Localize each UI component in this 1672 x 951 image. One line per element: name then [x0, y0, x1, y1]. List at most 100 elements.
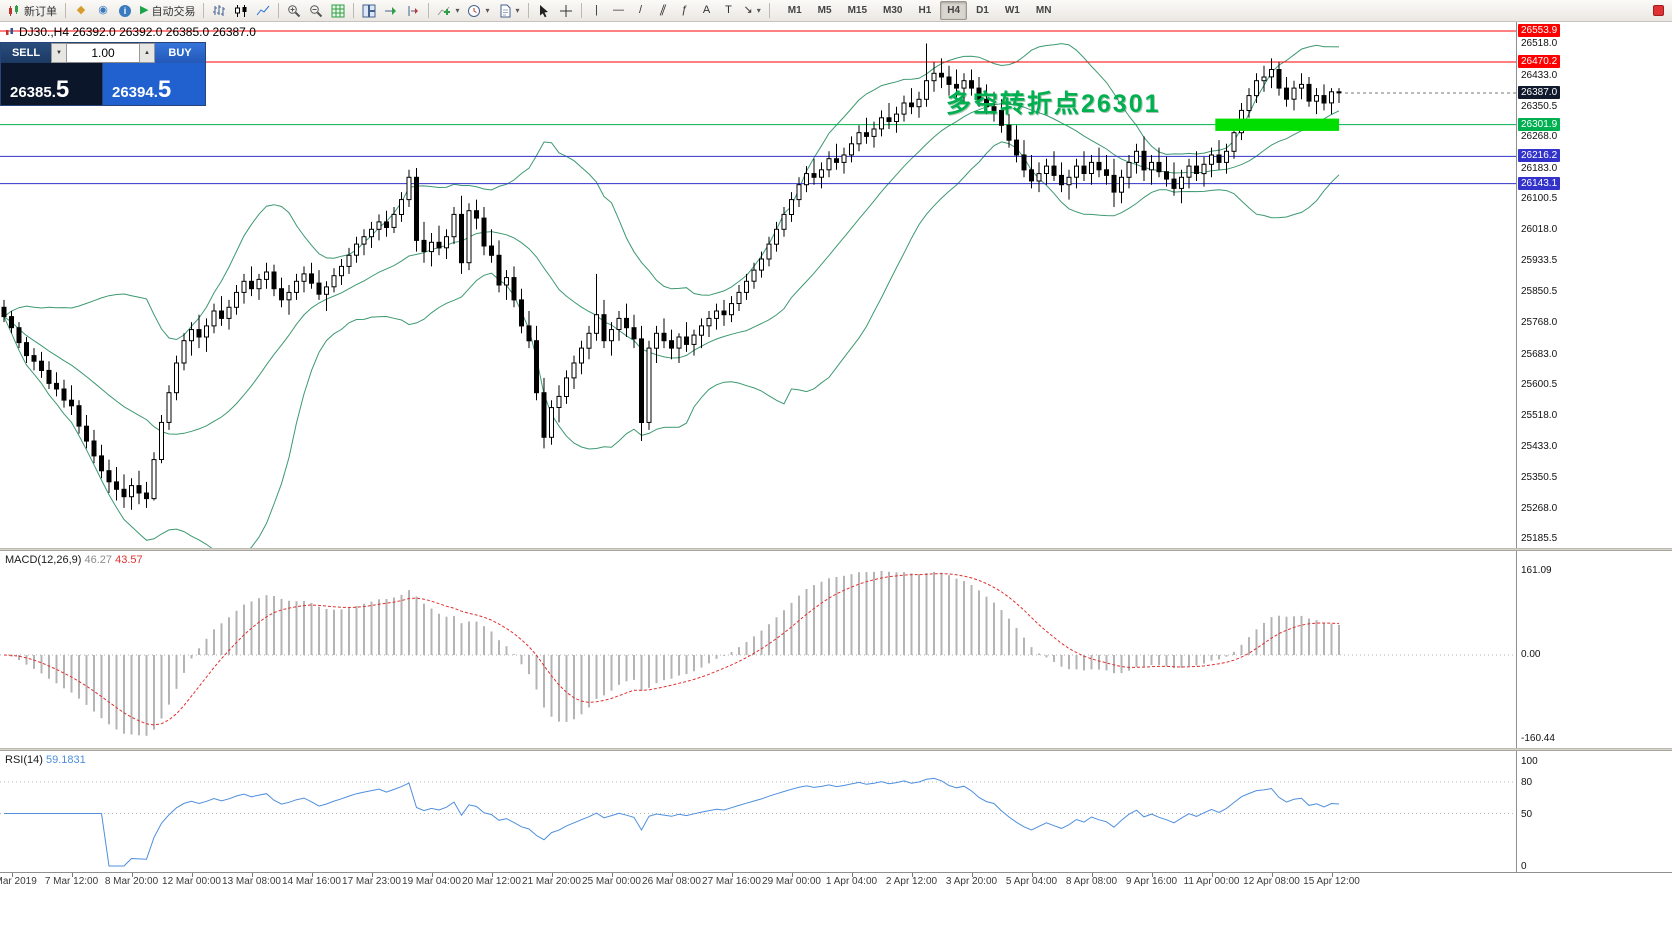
rsi-axis-label: 80 [1521, 777, 1533, 788]
grid-button[interactable] [327, 1, 349, 21]
autotrading-label: 自动交易 [151, 5, 196, 18]
triangle-down-icon: ▼ [56, 50, 62, 56]
price-axis-label: 25600.5 [1521, 379, 1558, 391]
label-tool[interactable]: T [718, 1, 740, 21]
timeframe-m1[interactable]: M1 [787, 5, 802, 16]
news-button[interactable]: i [114, 1, 136, 21]
timeframe-mn[interactable]: MN [1035, 5, 1052, 16]
cursor-button[interactable] [533, 1, 555, 21]
rsi-canvas[interactable]: RSI(14) 59.1831 [0, 751, 1516, 872]
time-axis-label: 8 Mar 20:00 [104, 876, 159, 887]
timeframe-d1[interactable]: D1 [976, 5, 989, 16]
time-tick [71, 873, 73, 877]
candlestick-chart-button[interactable] [230, 1, 252, 21]
time-axis-label: 29 Mar 00:00 [762, 876, 821, 887]
clock-icon [468, 4, 481, 17]
macd-canvas[interactable]: MACD(12,26,9) 46.27 43.57 [0, 551, 1516, 748]
price-axis-label: 26268.0 [1521, 131, 1558, 143]
horizontal-line-tool[interactable]: — [608, 1, 630, 21]
chevron-down-icon: ▾ [485, 6, 490, 15]
rsi-chart [0, 777, 1516, 867]
zoom-in-button[interactable] [283, 1, 305, 21]
autotrading-button[interactable]: ▶ 自动交易 [136, 1, 199, 21]
fibonacci-tool[interactable]: ƒ [674, 1, 696, 21]
crosshair-icon [559, 4, 572, 17]
autoscroll-button[interactable] [380, 1, 402, 21]
trendline-tool[interactable]: / [630, 1, 652, 21]
templates-menu-button[interactable]: ▾ [494, 1, 524, 21]
channel-icon: ∥ [657, 4, 668, 16]
line-chart-button[interactable] [252, 1, 274, 21]
timeframe-h1[interactable]: H1 [918, 5, 932, 16]
chart-shift-button[interactable] [402, 1, 424, 21]
info-icon: i [119, 4, 131, 17]
macd-main-value: 46.27 [84, 554, 113, 566]
timeframe-m5[interactable]: M5 [817, 5, 832, 16]
buy-button[interactable]: BUY [155, 43, 205, 63]
time-tick [1331, 873, 1333, 877]
volume-increase-button[interactable]: ▲ [139, 43, 155, 63]
buy-price[interactable]: 26394. 5 [103, 63, 205, 105]
time-tick [311, 873, 313, 877]
market-button[interactable]: ◆ [70, 1, 92, 21]
sell-button[interactable]: SELL [1, 43, 51, 63]
triangle-up-icon: ▲ [144, 50, 150, 56]
time-axis-label: 5 Apr 04:00 [1005, 876, 1058, 887]
panel-splitter[interactable] [0, 548, 1672, 551]
timeframe-m15[interactable]: M15 [847, 5, 868, 16]
time-tick [191, 873, 193, 877]
text-tool[interactable]: A [696, 1, 718, 21]
chart-canvas[interactable]: DJ30.,H4 26392.0 26392.0 26385.0 26387.0… [0, 22, 1516, 548]
arrows-menu-button[interactable]: ↘ ▾ [740, 1, 765, 21]
new-order-button[interactable]: 新订单 [3, 1, 61, 21]
macd-axis[interactable]: 161.09 0.00 -160.44 [1516, 551, 1672, 748]
price-axis-label: 25185.5 [1521, 533, 1558, 545]
toolbar-separator [580, 3, 582, 18]
volume-decrease-button[interactable]: ▼ [51, 43, 67, 63]
timeframe-m30[interactable]: M30 [883, 5, 903, 16]
candlestick-chart-icon [235, 4, 247, 17]
macd-chart [0, 571, 1516, 736]
time-axis-label: 14 Mar 16:00 [282, 876, 341, 887]
time-tick [11, 873, 13, 877]
time-axis-label: 1 Apr 04:00 [825, 876, 878, 887]
highlight-rect [1215, 118, 1340, 131]
price-axis[interactable]: 26518.0 26433.0 26350.5 26268.0 26183.0 26100… [1516, 22, 1672, 548]
channel-tool[interactable]: ∥ [652, 1, 674, 21]
indicators-menu-button[interactable]: ▾ [433, 1, 463, 21]
price-tag: 26216.2 [1518, 149, 1561, 163]
bollinger-upper-band [3, 43, 1340, 341]
time-tick [911, 873, 913, 877]
time-tick [551, 873, 553, 877]
main-chart-region: DJ30.,H4 26392.0 26392.0 26385.0 26387.0… [0, 22, 1672, 548]
panel-splitter[interactable] [0, 748, 1672, 751]
vertical-line-icon: | [595, 4, 598, 16]
timeframe-w1[interactable]: W1 [1004, 5, 1020, 16]
signals-button[interactable]: ◉ [92, 1, 114, 21]
toolbar-separator [278, 3, 280, 18]
vertical-line-tool[interactable]: | [586, 1, 608, 21]
zoom-out-button[interactable] [305, 1, 327, 21]
time-axis-label: 26 Mar 08:00 [642, 876, 701, 887]
time-tick [1091, 873, 1093, 877]
timeframe-h4[interactable]: H4 [940, 1, 968, 20]
volume-input[interactable] [67, 43, 139, 63]
cursor-icon [539, 4, 548, 17]
chevron-down-icon: ▾ [455, 6, 460, 15]
periods-menu-button[interactable]: ▾ [463, 1, 493, 21]
bar-chart-button[interactable] [208, 1, 230, 21]
tile-windows-button[interactable] [358, 1, 380, 21]
rsi-axis[interactable]: 100 80 50 0 [1516, 751, 1672, 872]
alert-button[interactable] [1647, 1, 1669, 21]
time-axis-label: 13 Mar 08:00 [222, 876, 281, 887]
toolbar-separator [203, 3, 205, 18]
time-axis-label: 17 Mar 23:00 [342, 876, 401, 887]
candles [1, 43, 1342, 510]
sell-price[interactable]: 26385. 5 [1, 63, 103, 105]
crosshair-button[interactable] [555, 1, 577, 21]
chart-shift-icon [408, 5, 419, 16]
bottom-space [0, 892, 1672, 951]
price-axis-label: 25683.0 [1521, 348, 1558, 360]
